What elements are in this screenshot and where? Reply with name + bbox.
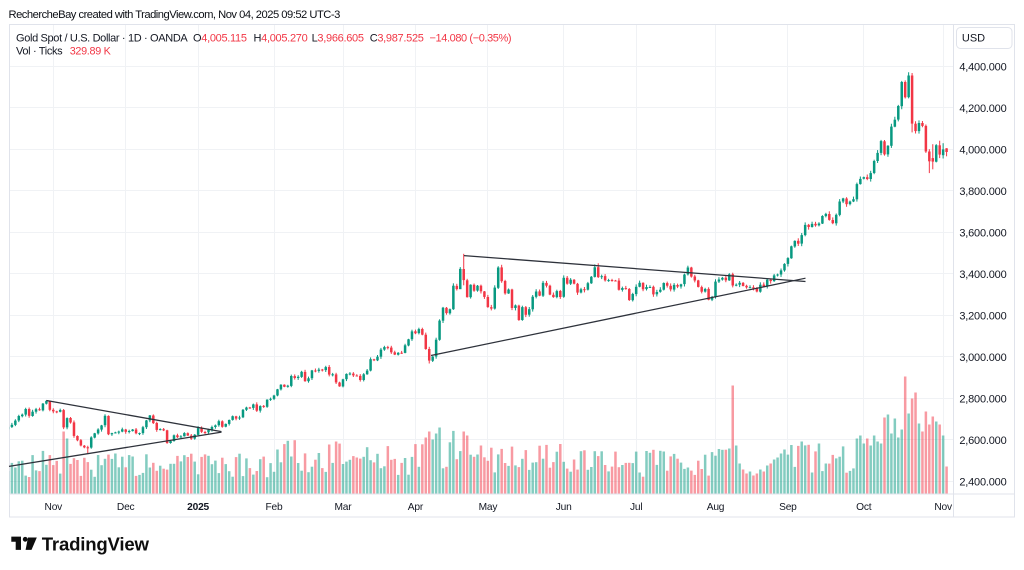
svg-text:RechercheBay created with Trad: RechercheBay created with TradingView.co… [9, 9, 341, 21]
svg-text:H4,005.270: H4,005.270 [254, 32, 308, 44]
svg-text:USD: USD [962, 32, 985, 44]
svg-text:May: May [479, 502, 499, 513]
svg-text:C3,987.525: C3,987.525 [370, 32, 424, 44]
svg-text:2025: 2025 [187, 502, 209, 513]
svg-text:Oct: Oct [856, 502, 872, 513]
svg-text:Mar: Mar [335, 502, 353, 513]
svg-text:Jun: Jun [556, 502, 572, 513]
svg-text:Nov: Nov [934, 502, 953, 513]
svg-text:TradingView: TradingView [42, 533, 150, 554]
svg-text:4,200.000: 4,200.000 [959, 103, 1006, 115]
svg-text:4,400.000: 4,400.000 [959, 61, 1006, 73]
svg-text:Aug: Aug [707, 502, 725, 513]
svg-text:3,800.000: 3,800.000 [959, 186, 1006, 198]
svg-text:Dec: Dec [117, 502, 135, 513]
svg-text:3,400.000: 3,400.000 [959, 269, 1006, 281]
svg-text:−14.080 (−0.35%): −14.080 (−0.35%) [430, 32, 512, 44]
svg-text:3,000.000: 3,000.000 [959, 352, 1006, 364]
svg-text:Sep: Sep [779, 502, 797, 513]
svg-text:Feb: Feb [266, 502, 283, 513]
svg-text:Nov: Nov [45, 502, 64, 513]
svg-text:L3,966.605: L3,966.605 [312, 32, 364, 44]
svg-text:Apr: Apr [408, 502, 424, 513]
svg-text:2,600.000: 2,600.000 [959, 435, 1006, 447]
svg-text:Jul: Jul [630, 502, 642, 513]
svg-text:Vol · Ticks: Vol · Ticks [16, 46, 63, 58]
svg-text:3,600.000: 3,600.000 [959, 227, 1006, 239]
svg-text:3,200.000: 3,200.000 [959, 310, 1006, 322]
svg-text:329.89 K: 329.89 K [70, 46, 112, 58]
svg-text:Gold Spot / U.S. Dollar · 1D ·: Gold Spot / U.S. Dollar · 1D · OANDA [16, 32, 188, 44]
svg-text:2,800.000: 2,800.000 [959, 393, 1006, 405]
svg-text:O4,005.115: O4,005.115 [193, 32, 247, 44]
svg-text:2,400.000: 2,400.000 [959, 476, 1006, 488]
svg-text:4,000.000: 4,000.000 [959, 144, 1006, 156]
